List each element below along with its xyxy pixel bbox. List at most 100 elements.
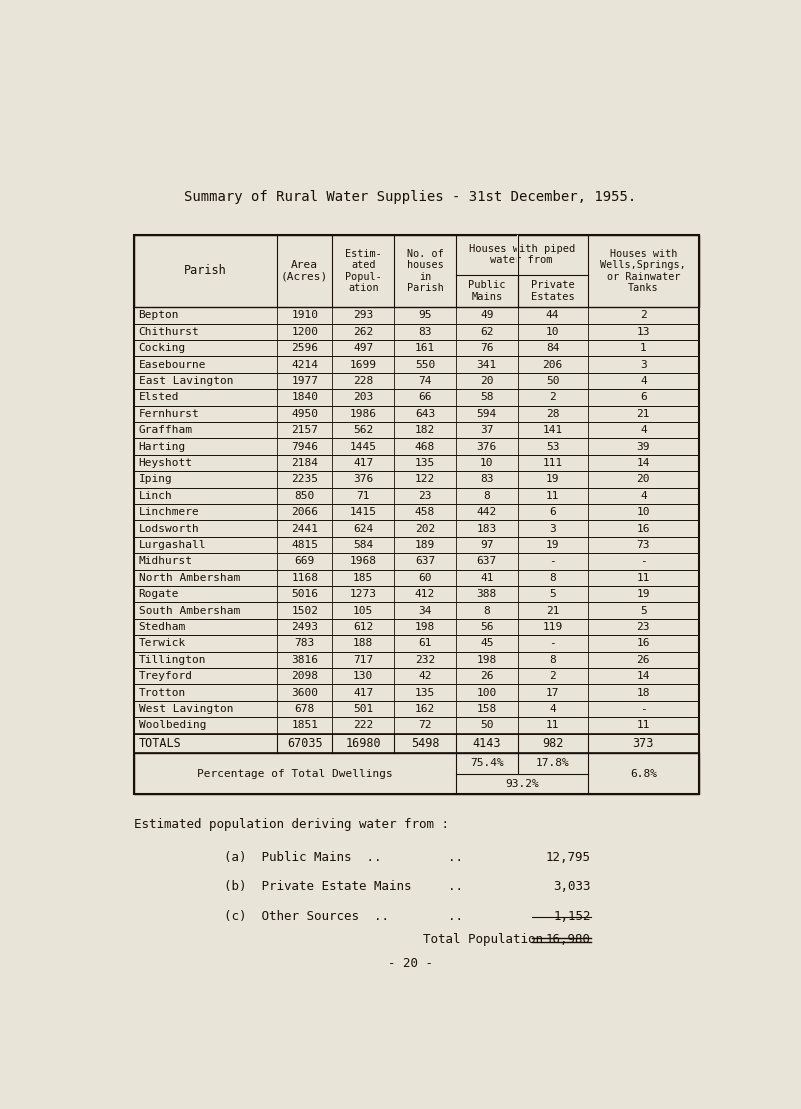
Text: 717: 717 <box>353 654 373 664</box>
Text: 228: 228 <box>353 376 373 386</box>
Text: 7946: 7946 <box>292 441 318 451</box>
Text: 1,152: 1,152 <box>553 910 590 924</box>
Text: Easebourne: Easebourne <box>139 359 206 369</box>
Text: 16980: 16980 <box>345 736 381 750</box>
Text: 1200: 1200 <box>292 327 318 337</box>
Text: Trotton: Trotton <box>139 688 186 698</box>
Text: 3: 3 <box>640 359 646 369</box>
Text: 8: 8 <box>484 606 490 615</box>
Text: 3816: 3816 <box>292 654 318 664</box>
Bar <box>135 438 699 455</box>
Bar <box>135 586 699 602</box>
Bar <box>135 635 699 652</box>
Text: 130: 130 <box>353 671 373 681</box>
Text: 232: 232 <box>415 654 435 664</box>
Bar <box>135 701 699 718</box>
Text: 66: 66 <box>418 393 432 403</box>
Text: Elsted: Elsted <box>139 393 179 403</box>
Text: ..: .. <box>448 851 463 864</box>
Text: 83: 83 <box>418 327 432 337</box>
Bar <box>517 235 518 275</box>
Text: 417: 417 <box>353 458 373 468</box>
Text: 6: 6 <box>549 507 556 517</box>
Text: 161: 161 <box>415 344 435 354</box>
Bar <box>135 455 699 471</box>
Text: 1415: 1415 <box>350 507 376 517</box>
Bar <box>135 307 699 324</box>
Text: 183: 183 <box>477 523 497 533</box>
Text: Chithurst: Chithurst <box>139 327 199 337</box>
Text: 16,980: 16,980 <box>545 933 590 946</box>
Text: South Ambersham: South Ambersham <box>139 606 239 615</box>
Text: TOTALS: TOTALS <box>139 736 181 750</box>
Text: 28: 28 <box>545 409 559 419</box>
Text: 42: 42 <box>418 671 432 681</box>
Text: 19: 19 <box>545 540 559 550</box>
Text: 53: 53 <box>545 441 559 451</box>
Text: 14: 14 <box>637 458 650 468</box>
Text: Estimated population deriving water from :: Estimated population deriving water from… <box>135 818 449 831</box>
Text: 550: 550 <box>415 359 435 369</box>
Text: 26: 26 <box>637 654 650 664</box>
Bar <box>135 753 699 794</box>
Text: 203: 203 <box>353 393 373 403</box>
Bar <box>135 406 699 423</box>
Text: (b)  Private Estate Mains: (b) Private Estate Mains <box>224 881 412 894</box>
Text: 12,795: 12,795 <box>545 851 590 864</box>
Text: 41: 41 <box>480 573 493 583</box>
Text: Fernhurst: Fernhurst <box>139 409 199 419</box>
Text: 71: 71 <box>356 491 370 501</box>
Text: 5498: 5498 <box>411 736 439 750</box>
Text: 18: 18 <box>637 688 650 698</box>
Bar <box>135 471 699 488</box>
Text: 458: 458 <box>415 507 435 517</box>
Bar <box>135 423 699 438</box>
Text: 376: 376 <box>353 475 373 485</box>
Text: 37: 37 <box>480 425 493 435</box>
Text: 10: 10 <box>545 327 559 337</box>
Text: West Lavington: West Lavington <box>139 704 233 714</box>
Text: 341: 341 <box>477 359 497 369</box>
Text: 26: 26 <box>480 671 493 681</box>
Text: Houses with piped
water from: Houses with piped water from <box>469 244 575 265</box>
Text: Public
Mains: Public Mains <box>468 281 505 302</box>
Text: 83: 83 <box>480 475 493 485</box>
Text: 75.4%: 75.4% <box>470 759 504 769</box>
Text: 13: 13 <box>637 327 650 337</box>
Text: 20: 20 <box>480 376 493 386</box>
Bar <box>135 652 699 668</box>
Text: 2596: 2596 <box>292 344 318 354</box>
Text: 1445: 1445 <box>350 441 376 451</box>
Text: 189: 189 <box>415 540 435 550</box>
Text: 5016: 5016 <box>292 589 318 599</box>
Text: 6.8%: 6.8% <box>630 769 657 779</box>
Text: 1968: 1968 <box>350 557 376 567</box>
Text: 162: 162 <box>415 704 435 714</box>
Text: 73: 73 <box>637 540 650 550</box>
Text: 185: 185 <box>353 573 373 583</box>
Text: 3: 3 <box>549 523 556 533</box>
Bar <box>135 718 699 733</box>
Text: 119: 119 <box>542 622 563 632</box>
Text: 442: 442 <box>477 507 497 517</box>
Text: -: - <box>640 704 646 714</box>
Text: Treyford: Treyford <box>139 671 192 681</box>
Text: Parish: Parish <box>184 264 227 277</box>
Text: (a)  Public Mains  ..: (a) Public Mains .. <box>224 851 382 864</box>
Text: 67035: 67035 <box>287 736 323 750</box>
Text: Tillington: Tillington <box>139 654 206 664</box>
Text: 74: 74 <box>418 376 432 386</box>
Text: North Ambersham: North Ambersham <box>139 573 239 583</box>
Text: 61: 61 <box>418 639 432 649</box>
Text: 262: 262 <box>353 327 373 337</box>
Bar <box>135 602 699 619</box>
Text: 562: 562 <box>353 425 373 435</box>
Text: East Lavington: East Lavington <box>139 376 233 386</box>
Text: 202: 202 <box>415 523 435 533</box>
Text: 293: 293 <box>353 311 373 321</box>
Text: 11: 11 <box>545 491 559 501</box>
Text: 17.8%: 17.8% <box>536 759 570 769</box>
Text: -: - <box>549 639 556 649</box>
Text: 62: 62 <box>480 327 493 337</box>
Text: 222: 222 <box>353 721 373 731</box>
